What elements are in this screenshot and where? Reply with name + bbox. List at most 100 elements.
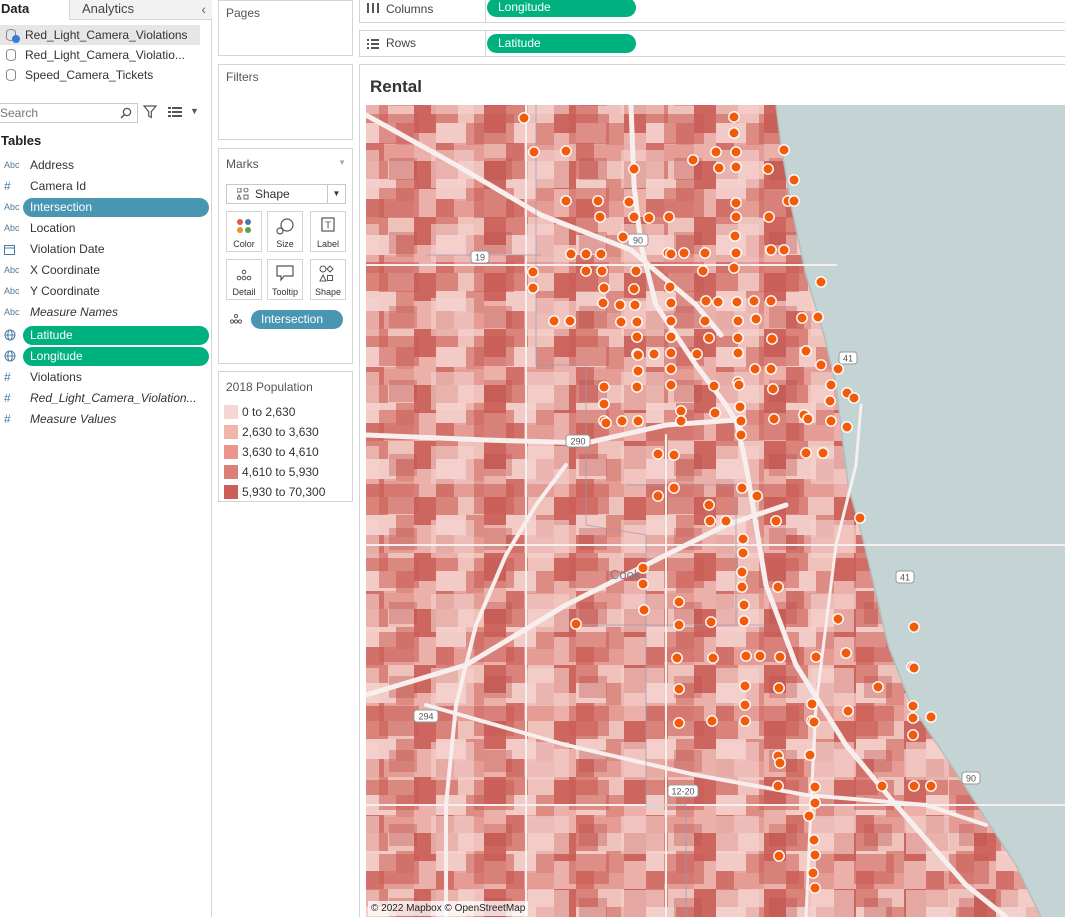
size-button[interactable]: Size [267,211,303,252]
camera-location-mark[interactable] [876,780,888,792]
camera-location-mark[interactable] [628,163,640,175]
camera-location-mark[interactable] [668,482,680,494]
camera-location-mark[interactable] [808,716,820,728]
camera-location-mark[interactable] [739,680,751,692]
field-y-coordinate[interactable]: Abc Y Coordinate [0,281,210,301]
camera-location-mark[interactable] [810,651,822,663]
camera-location-mark[interactable] [778,144,790,156]
label-button[interactable]: T Label [310,211,346,252]
camera-location-mark[interactable] [751,490,763,502]
camera-location-mark[interactable] [808,834,820,846]
camera-location-mark[interactable] [809,882,821,894]
card-menu-icon[interactable]: ▼ [338,158,346,167]
camera-location-mark[interactable] [841,421,853,433]
camera-location-mark[interactable] [765,363,777,375]
camera-location-mark[interactable] [807,867,819,879]
legend-item[interactable]: 4,610 to 5,930 [223,462,351,482]
camera-location-mark[interactable] [754,650,766,662]
camera-location-mark[interactable] [815,276,827,288]
chevron-down-icon[interactable]: ▼ [327,185,345,203]
camera-location-mark[interactable] [548,315,560,327]
camera-location-mark[interactable] [762,163,774,175]
camera-location-mark[interactable] [709,407,721,419]
camera-location-mark[interactable] [773,850,785,862]
camera-location-mark[interactable] [617,231,629,243]
camera-location-mark[interactable] [703,499,715,511]
rows-shelf[interactable]: Rows Latitude [359,30,1065,57]
camera-location-mark[interactable] [597,297,609,309]
camera-location-mark[interactable] [748,295,760,307]
camera-location-mark[interactable] [907,712,919,724]
camera-location-mark[interactable] [738,599,750,611]
map-canvas[interactable]: 90 19 290 41 41 294 12-20 90 Cook [366,105,1065,917]
camera-location-mark[interactable] [925,711,937,723]
camera-location-mark[interactable] [766,333,778,345]
camera-location-mark[interactable] [637,562,649,574]
camera-location-mark[interactable] [643,212,655,224]
camera-location-mark[interactable] [665,248,677,260]
camera-location-mark[interactable] [528,146,540,158]
camera-location-mark[interactable] [908,662,920,674]
camera-location-mark[interactable] [560,145,572,157]
camera-location-mark[interactable] [527,282,539,294]
camera-location-mark[interactable] [788,174,800,186]
mark-type-dropdown[interactable]: Shape ▼ [226,184,346,204]
camera-location-mark[interactable] [768,413,780,425]
camera-location-mark[interactable] [774,651,786,663]
camera-location-mark[interactable] [665,363,677,375]
camera-location-mark[interactable] [735,429,747,441]
camera-location-mark[interactable] [652,490,664,502]
longitude-pill[interactable]: Longitude [487,0,636,17]
camera-location-mark[interactable] [824,395,836,407]
camera-location-mark[interactable] [728,111,740,123]
legend-item[interactable]: 5,930 to 70,300 [223,482,351,502]
camera-location-mark[interactable] [812,311,824,323]
camera-location-mark[interactable] [663,211,675,223]
camera-location-mark[interactable] [738,615,750,627]
camera-location-mark[interactable] [560,195,572,207]
camera-location-mark[interactable] [623,196,635,208]
camera-location-mark[interactable] [665,347,677,359]
datasource-item[interactable]: Speed_Camera_Tickets [0,65,200,85]
camera-location-mark[interactable] [652,448,664,460]
camera-location-mark[interactable] [664,281,676,293]
camera-location-mark[interactable] [803,810,815,822]
camera-location-mark[interactable] [565,248,577,260]
camera-location-mark[interactable] [712,296,724,308]
camera-location-mark[interactable] [749,363,761,375]
camera-location-mark[interactable] [630,265,642,277]
camera-location-mark[interactable] [809,781,821,793]
field-intersection[interactable]: Abc Intersection [0,197,210,217]
camera-location-mark[interactable] [763,211,775,223]
camera-location-mark[interactable] [707,652,719,664]
camera-location-mark[interactable] [631,381,643,393]
camera-location-mark[interactable] [907,729,919,741]
list-view-icon[interactable] [168,107,182,117]
camera-location-mark[interactable] [673,596,685,608]
camera-location-mark[interactable] [518,112,530,124]
collapse-icon[interactable]: ‹ [201,1,206,17]
camera-location-mark[interactable] [817,447,829,459]
camera-location-mark[interactable] [596,265,608,277]
camera-location-mark[interactable] [735,415,747,427]
camera-location-mark[interactable] [665,315,677,327]
camera-location-mark[interactable] [570,618,582,630]
camera-location-mark[interactable] [730,197,742,209]
camera-location-mark[interactable] [730,211,742,223]
camera-location-mark[interactable] [740,650,752,662]
camera-location-mark[interactable] [720,515,732,527]
camera-location-mark[interactable] [796,312,808,324]
filters-card[interactable]: Filters [218,64,353,140]
camera-location-mark[interactable] [800,447,812,459]
camera-location-mark[interactable] [637,578,649,590]
camera-location-mark[interactable] [809,849,821,861]
shape-button[interactable]: Shape [310,259,346,300]
camera-location-mark[interactable] [739,715,751,727]
camera-location-mark[interactable] [872,681,884,693]
camera-location-mark[interactable] [675,415,687,427]
pages-card[interactable]: Pages [218,0,353,56]
camera-location-mark[interactable] [778,244,790,256]
detail-button[interactable]: Detail [226,259,262,300]
camera-location-mark[interactable] [788,195,800,207]
camera-location-mark[interactable] [700,295,712,307]
